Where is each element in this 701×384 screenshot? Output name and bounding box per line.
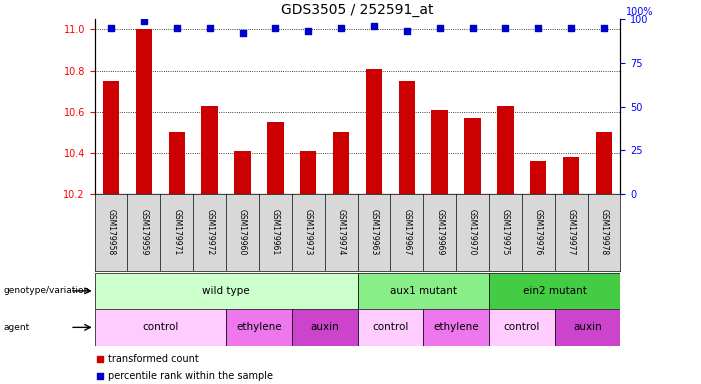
Point — [566, 25, 577, 31]
Bar — [358, 273, 489, 309]
Bar — [333, 132, 349, 194]
Text: GSM179974: GSM179974 — [336, 209, 346, 255]
Bar — [234, 151, 251, 194]
Point — [434, 25, 445, 31]
Point — [401, 28, 412, 35]
Point — [94, 356, 106, 362]
Bar — [366, 68, 382, 194]
Bar — [464, 118, 481, 194]
Text: GSM179976: GSM179976 — [533, 209, 543, 255]
Text: 100%: 100% — [626, 7, 653, 17]
Bar — [226, 309, 292, 346]
Text: aux1 mutant: aux1 mutant — [390, 286, 457, 296]
Bar — [489, 309, 554, 346]
Point — [533, 25, 544, 31]
Point — [270, 25, 281, 31]
Point — [237, 30, 248, 36]
Text: GSM179971: GSM179971 — [172, 209, 182, 255]
Point — [336, 25, 347, 31]
Text: agent: agent — [4, 323, 29, 332]
Bar — [530, 161, 547, 194]
Text: ethylene: ethylene — [236, 322, 282, 333]
Point — [599, 25, 610, 31]
Text: GSM179960: GSM179960 — [238, 209, 247, 255]
Text: GSM179961: GSM179961 — [271, 209, 280, 255]
Text: GSM179970: GSM179970 — [468, 209, 477, 255]
Text: percentile rank within the sample: percentile rank within the sample — [108, 371, 273, 381]
Text: transformed count: transformed count — [108, 354, 198, 364]
Text: auxin: auxin — [573, 322, 602, 333]
Point — [368, 23, 379, 29]
Bar — [431, 110, 448, 194]
Bar — [95, 273, 358, 309]
Bar — [267, 122, 284, 194]
Point — [500, 25, 511, 31]
Point — [138, 18, 149, 24]
Text: GSM179963: GSM179963 — [369, 209, 379, 255]
Point — [303, 28, 314, 35]
Bar — [423, 309, 489, 346]
Bar — [201, 106, 218, 194]
Point — [94, 373, 106, 379]
Text: ein2 mutant: ein2 mutant — [523, 286, 587, 296]
Bar — [136, 30, 152, 194]
Bar — [563, 157, 579, 194]
Text: wild type: wild type — [203, 286, 250, 296]
Bar — [292, 309, 358, 346]
Bar — [489, 273, 620, 309]
Bar — [358, 309, 423, 346]
Text: auxin: auxin — [311, 322, 339, 333]
Bar — [95, 309, 226, 346]
Title: GDS3505 / 252591_at: GDS3505 / 252591_at — [281, 3, 434, 17]
Bar — [399, 81, 415, 194]
Bar — [300, 151, 316, 194]
Bar — [497, 106, 514, 194]
Point — [105, 25, 116, 31]
Text: GSM179958: GSM179958 — [107, 209, 116, 255]
Bar — [168, 132, 185, 194]
Bar — [596, 132, 612, 194]
Text: GSM179978: GSM179978 — [599, 209, 608, 255]
Point — [204, 25, 215, 31]
Text: GSM179977: GSM179977 — [566, 209, 576, 255]
Bar — [554, 309, 620, 346]
Text: control: control — [503, 322, 540, 333]
Text: control: control — [372, 322, 409, 333]
Text: GSM179967: GSM179967 — [402, 209, 411, 255]
Bar — [103, 81, 119, 194]
Point — [467, 25, 478, 31]
Point — [171, 25, 182, 31]
Text: GSM179972: GSM179972 — [205, 209, 214, 255]
Text: GSM179973: GSM179973 — [304, 209, 313, 255]
Text: GSM179959: GSM179959 — [139, 209, 149, 255]
Text: GSM179969: GSM179969 — [435, 209, 444, 255]
Text: GSM179975: GSM179975 — [501, 209, 510, 255]
Text: genotype/variation: genotype/variation — [4, 286, 90, 295]
Text: control: control — [142, 322, 179, 333]
Text: ethylene: ethylene — [433, 322, 479, 333]
